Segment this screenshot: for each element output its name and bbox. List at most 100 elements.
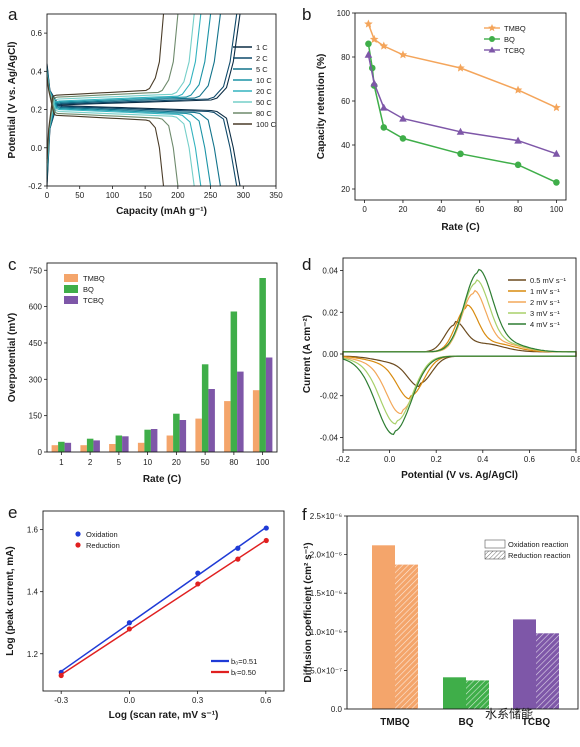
panel-label-c: c [8,255,17,274]
panel-label-b: b [302,5,311,24]
panel-c-ytick-label: 0 [38,448,43,457]
panel-e-xlabel: Log (scan rate, mV s⁻¹) [109,710,219,721]
panel-f-category-label: TMBQ [380,717,410,728]
panel-a-xlabel: Capacity (mAh g⁻¹) [116,206,207,217]
data-point [364,19,373,28]
panel-c-xtick-label: 10 [143,458,152,467]
bar-hatch [466,680,489,709]
panel-a-xtick-label: 50 [75,191,84,200]
fit-annotation: b₀=0.51 [231,657,257,666]
panel-a-frame [46,13,277,187]
panel-c-xlabel: Rate (C) [143,474,181,485]
panel-label-f: f [302,505,307,524]
panel-a-xtick-label: 0 [45,191,50,200]
bar [224,401,231,452]
panel-d-xtick-label: 0.4 [477,455,489,464]
legend-swatch [64,285,78,293]
discharge-curve [46,65,238,187]
panel-f-frame [346,515,579,710]
data-point [514,161,522,169]
panel-c-xtick-label: 20 [172,458,181,467]
discharge-curve [46,75,179,187]
data-point [126,620,132,626]
panel-b-ytick-label: 40 [341,141,350,150]
panel-c-ytick-label: 300 [29,375,43,384]
data-point [552,149,561,157]
data-point [263,525,269,531]
data-point [195,581,201,587]
legend-label: Oxidation reaction [508,540,568,549]
charge-curve [46,13,221,179]
data-point [456,127,465,135]
legend-label: 4 mV s⁻¹ [530,320,560,329]
data-point [58,672,64,679]
bar [166,435,174,452]
series-line [367,43,557,184]
panel-b-xtick-label: 60 [475,205,484,214]
data-point [399,135,407,142]
discharge-curve [46,73,195,187]
data-point [514,136,522,144]
panel-a-xtick-label: 350 [269,191,283,200]
data-point [553,179,560,186]
series-line [367,23,557,109]
discharge-curve [46,69,212,187]
panel-e-ytick-label: 1.2 [27,650,39,659]
panel-label-d: d [302,255,311,274]
panel-c-xtick-label: 2 [88,458,93,467]
panel-e-xtick-label: 0.0 [124,696,136,705]
legend-marker [489,36,495,42]
legend-label: BQ [504,35,515,44]
panel-f-ytick-label: 1.5×10⁻⁶ [310,589,342,598]
legend-label: Oxidation [86,530,118,539]
legend-marker [488,24,496,32]
legend-label: 0.5 mV s⁻¹ [530,276,567,285]
data-point [457,150,464,158]
charge-curve [46,13,202,171]
panel-label-a: a [8,5,18,24]
panel-b-xtick-label: 0 [362,205,367,214]
panel-b-ytick-label: 60 [341,97,350,106]
panel-b-ytick-label: 80 [341,53,350,62]
discharge-curve [46,71,202,187]
panel-c-xtick-label: 100 [256,458,270,467]
bar [179,420,187,452]
legend-label: 1 mV s⁻¹ [530,287,560,296]
fit-line [60,539,267,676]
charge-curve [46,13,195,167]
data-point [126,626,132,632]
legend-marker [75,531,81,537]
bar [115,435,123,452]
bar [208,389,215,452]
bar [122,436,129,453]
bar [513,619,536,709]
data-point [379,41,389,50]
bar [137,442,145,452]
legend-label: Reduction reaction [508,551,571,560]
fit-annotation: bᵣ=0.50 [231,668,256,677]
legend-label: 20 C [256,87,272,96]
panel-e-xtick-label: -0.3 [54,696,68,705]
legend-label: TMBQ [504,24,526,33]
legend-label: 50 C [256,98,272,107]
legend-swatch [64,274,78,282]
data-point [235,545,241,551]
legend-label: TCBQ [504,46,525,55]
panel-d-xtick-label: 0.8 [570,455,580,464]
bar [144,429,151,452]
legend-label: 2 mV s⁻¹ [530,298,560,307]
fit-line [60,526,267,672]
data-point [195,570,201,576]
charge-curve [46,13,212,175]
bar [265,357,273,452]
data-point [398,50,408,59]
bar [259,278,266,452]
legend-label: 80 C [256,109,272,118]
legend-label: 100 C [256,120,277,129]
legend-label: Reduction [86,541,120,550]
data-point [263,537,269,544]
panel-d-ytick-label: -0.02 [320,392,339,401]
legend-marker [488,46,496,53]
bar [150,429,158,452]
